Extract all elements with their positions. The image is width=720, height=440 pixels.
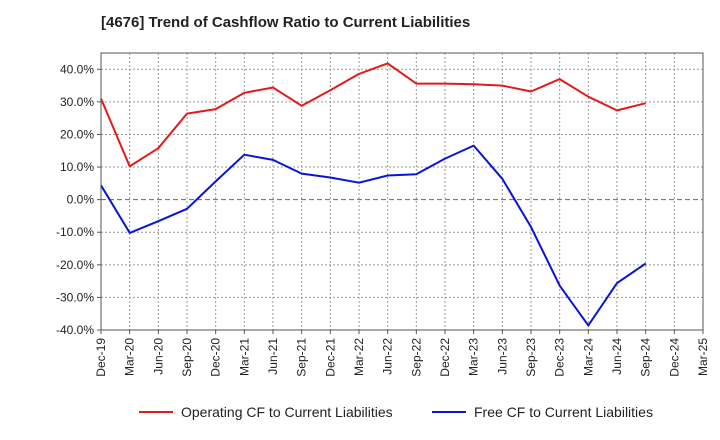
legend: Operating CF to Current Liabilities Free… — [0, 404, 720, 426]
series-line-operating-cf — [100, 62, 646, 168]
x-tick-label: Dec-23 — [553, 338, 567, 377]
x-tick-label: Jun-23 — [495, 338, 509, 375]
x-tick-label: Dec-19 — [94, 338, 108, 377]
y-tick-label: 30.0% — [60, 95, 94, 109]
x-tick-label: Mar-22 — [352, 338, 366, 376]
x-tick-label: Jun-21 — [266, 338, 280, 375]
plot-area — [101, 53, 703, 330]
x-tick-label: Sep-23 — [524, 338, 538, 377]
legend-item-free-cf: Free CF to Current Liabilities — [432, 404, 653, 420]
y-tick-label: 0.0% — [67, 193, 95, 207]
y-tick-label: 10.0% — [60, 160, 94, 174]
x-tick-label: Dec-22 — [438, 338, 452, 377]
x-tick-label: Dec-24 — [667, 338, 681, 377]
x-tick-label: Mar-24 — [581, 338, 595, 376]
x-tick-label: Jun-20 — [151, 338, 165, 375]
y-tick-label: -40.0% — [56, 323, 94, 337]
x-tick-label: Mar-21 — [237, 338, 251, 376]
y-tick-label: -20.0% — [56, 258, 94, 272]
x-tick-label: Dec-20 — [209, 338, 223, 377]
chart-title: [4676] Trend of Cashflow Ratio to Curren… — [101, 14, 471, 31]
x-tick-label: Sep-20 — [180, 338, 194, 377]
x-tick-label: Jun-22 — [381, 338, 395, 375]
legend-swatch-operating-cf — [139, 411, 173, 413]
series-lines — [100, 62, 647, 327]
legend-label-operating-cf: Operating CF to Current Liabilities — [181, 404, 393, 420]
legend-swatch-free-cf — [432, 411, 466, 413]
x-tick-label: Sep-21 — [295, 338, 309, 377]
y-tick-label: 40.0% — [60, 62, 94, 76]
x-tick-label: Sep-22 — [409, 338, 423, 377]
x-tick-label: Sep-24 — [639, 338, 653, 377]
x-tick-label: Mar-20 — [123, 338, 137, 376]
plot-frame — [100, 52, 704, 331]
x-tick-label: Jun-24 — [610, 338, 624, 375]
x-tick-label: Mar-23 — [467, 338, 481, 376]
legend-label-free-cf: Free CF to Current Liabilities — [474, 404, 653, 420]
series-line-free-cf — [100, 144, 647, 327]
y-tick-label: -30.0% — [56, 290, 94, 304]
x-tick-label: Mar-25 — [696, 338, 710, 376]
axes: Dec-19 Mar-20 Jun-20 Sep-20 Dec-20 Mar-21 Jun-… — [56, 62, 710, 376]
y-tick-label: 20.0% — [60, 127, 94, 141]
y-tick-label: -10.0% — [56, 225, 94, 239]
x-tick-label: Dec-21 — [323, 338, 337, 377]
legend-item-operating-cf: Operating CF to Current Liabilities — [139, 404, 393, 420]
